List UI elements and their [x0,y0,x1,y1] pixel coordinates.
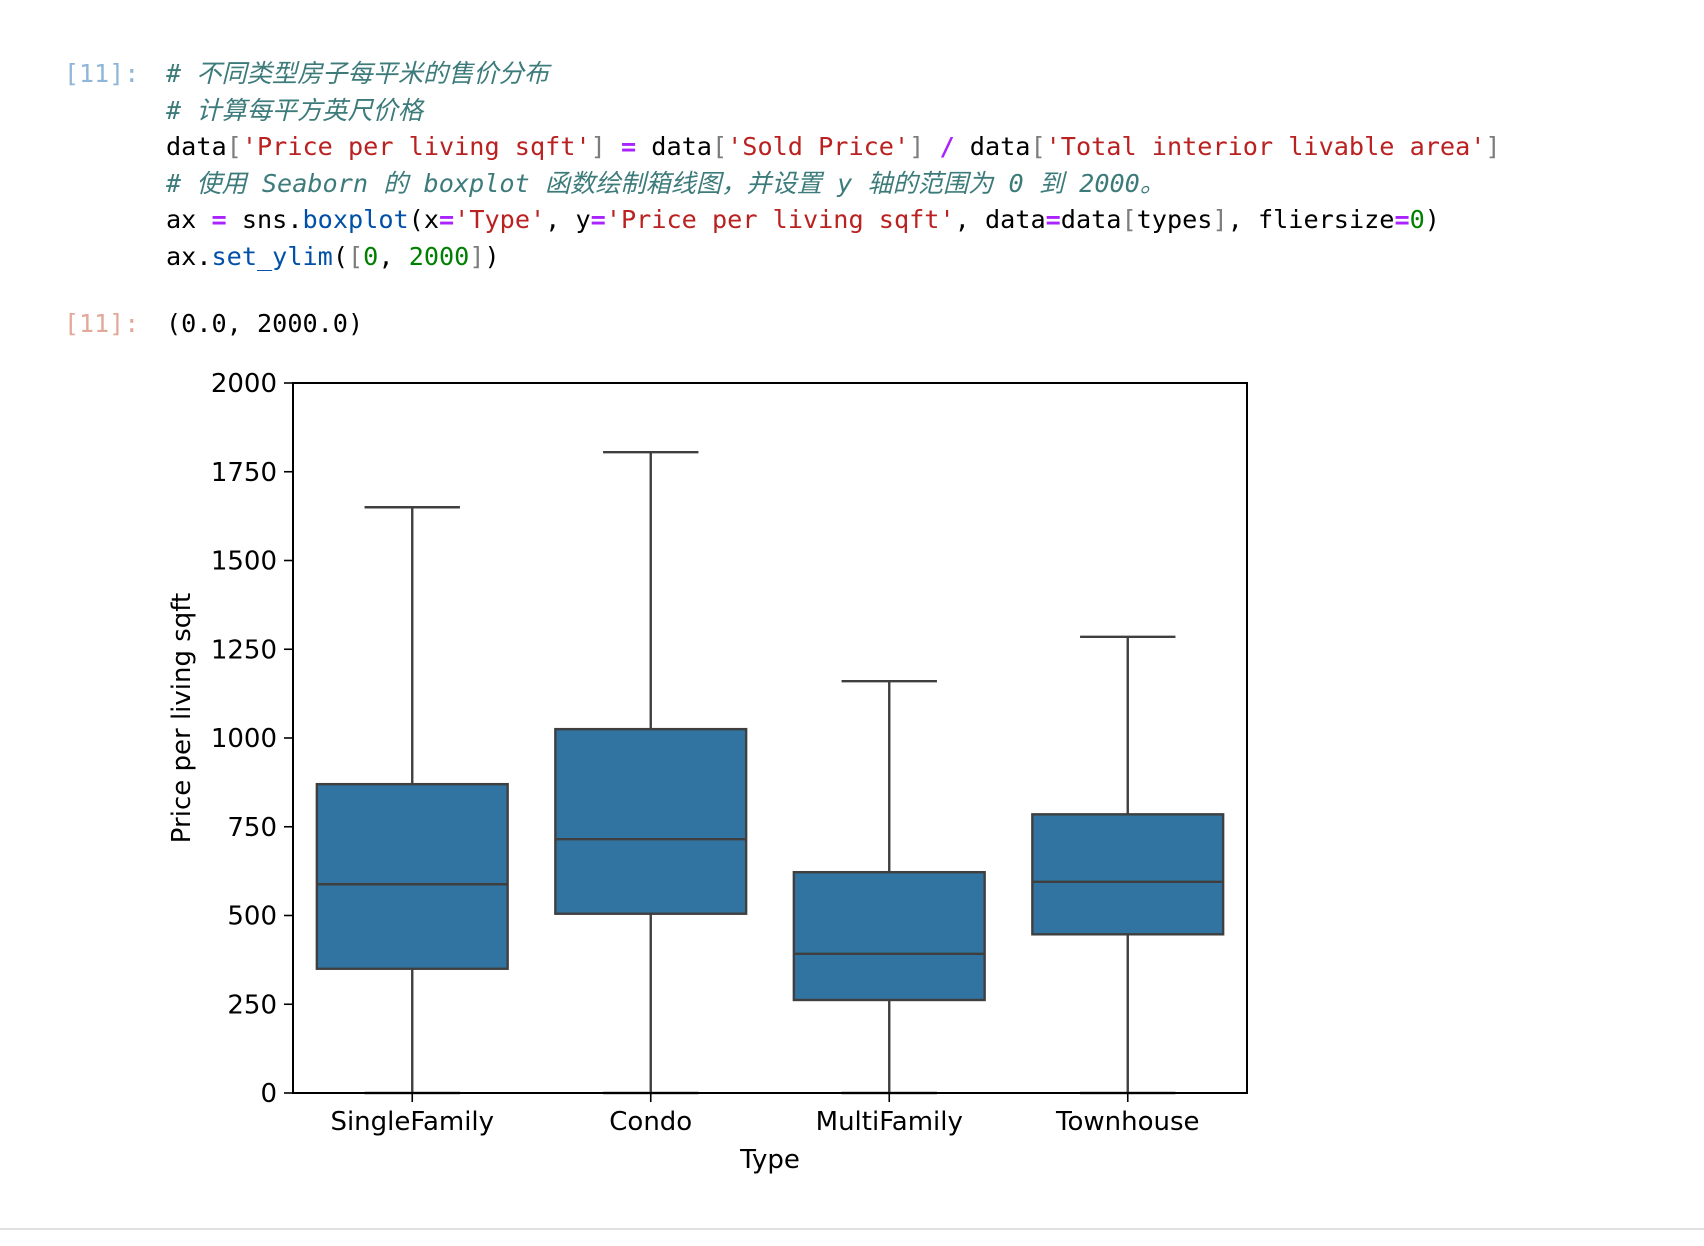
code-token: , y [545,205,591,234]
x-tick-label: MultiFamily [816,1107,963,1137]
code-token: [ [711,132,728,161]
code-token: = [439,205,455,234]
output-prompt: [11]: [64,309,140,338]
y-tick-label: 1500 [211,547,277,577]
x-tick-label: SingleFamily [330,1107,494,1137]
cell-divider [0,1228,1704,1230]
code-token: 'Price per living sqft' [605,205,955,234]
y-tick-label: 250 [227,990,277,1020]
code-token: ax. [166,241,212,271]
code-token: ] [590,132,606,161]
code-token: 'Sold Price' [727,132,910,161]
code-token: = [211,205,227,234]
code-token: data [954,132,1031,161]
code-token: boxplot [302,205,409,234]
box-multifamily [792,870,986,1002]
y-axis-label: Price per living sqft [167,593,197,843]
y-tick-label: 1250 [211,635,277,665]
code-token: = [590,205,606,234]
y-tick-label: 2000 [211,369,277,399]
code-token: 'Total interior livable area' [1045,132,1486,161]
code-token: # 使用 Seaborn 的 boxplot 函数绘制箱线图，并设置 y 轴的范… [166,168,1166,198]
code-token: 0 [363,241,379,271]
y-tick-label: 750 [227,813,277,843]
box-singlefamily [315,782,509,970]
code-token: / [939,132,955,161]
code-token: data [1060,205,1122,234]
code-token: ) [1424,205,1440,234]
y-tick-label: 1000 [211,724,277,754]
code-token: ax [166,205,212,234]
x-axis-label: Type [739,1145,800,1175]
plot-frame [292,382,1248,1094]
y-tick-label: 1750 [211,458,277,488]
code-token: types [1136,205,1213,234]
code-token: ] [1212,205,1228,234]
input-prompt: [11]: [64,59,140,88]
code-token: , data [954,205,1046,234]
output-text: (0.0, 2000.0) [166,309,364,338]
code-token: [ [1030,132,1046,161]
code-token: ( [332,241,348,271]
code-token: data [166,132,227,161]
code-token: , [378,241,409,271]
code-token: ) [484,241,500,271]
code-token: 'Price per living sqft' [241,132,591,161]
code-line: data['Price per living sqft'] = data['So… [166,129,1501,166]
code-token: [ [226,132,242,161]
code-editor[interactable]: # 不同类型房子每平米的售价分布 # 计算每平方英尺价格 data['Price p… [166,56,1501,275]
code-token: [ [348,241,364,271]
code-token: sns. [226,205,303,234]
code-token: ] [909,132,925,161]
code-line: ax.set_ylim([0, 2000]) [166,239,1501,276]
code-token: data [636,132,712,161]
code-token: set_ylim [211,241,333,271]
code-token: , fliersize [1227,205,1395,234]
box-condo [554,727,748,915]
code-token: ] [1485,132,1501,161]
code-token: # 计算每平方英尺价格 [166,95,424,125]
code-token: ] [469,241,485,271]
code-line: # 使用 Seaborn 的 boxplot 函数绘制箱线图，并设置 y 轴的范… [166,166,1501,203]
code-token: # 不同类型房子每平米的售价分布 [166,59,549,88]
y-tick-label: 0 [260,1079,277,1109]
box-townhouse [1031,813,1225,936]
code-token: = [1394,205,1410,234]
code-token: = [620,132,637,161]
x-tick-label: Townhouse [1055,1107,1200,1137]
code-line: # 不同类型房子每平米的售价分布 [166,56,1501,93]
y-tick-label: 500 [227,902,277,932]
code-token: 'Type' [454,205,546,234]
code-token: (x [408,205,439,234]
code-token: = [1045,205,1061,234]
code-line: # 计算每平方英尺价格 [166,93,1501,130]
code-line: ax = sns.boxplot(x='Type', y='Price per … [166,202,1501,239]
code-token: [ [1121,205,1137,234]
x-tick-label: Condo [609,1107,692,1137]
code-token: 2000 [408,241,470,271]
code-token: 0 [1409,205,1425,234]
